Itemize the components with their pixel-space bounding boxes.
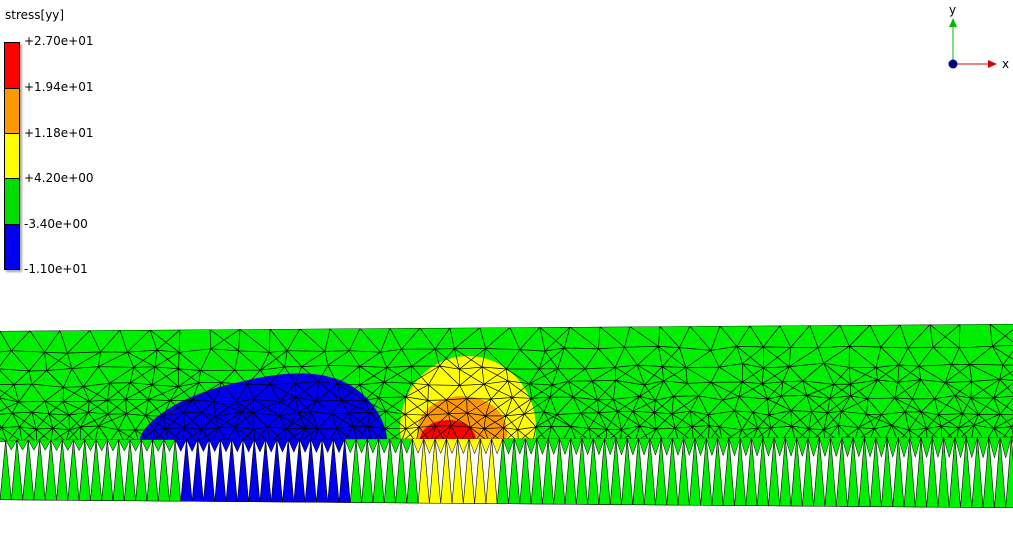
- strip-tooth-upper: [208, 439, 221, 453]
- strip-tooth-upper: [513, 438, 526, 455]
- strip-tooth-upper: [717, 437, 730, 457]
- strip-tooth-upper: [988, 437, 1001, 459]
- legend-title: stress[yy]: [5, 8, 65, 22]
- legend-label-4: +4.20e+00: [24, 171, 94, 185]
- legend-label-6: -1.10e+01: [24, 262, 88, 276]
- legend-swatch-yellow: [5, 134, 19, 179]
- strip-tooth-upper: [626, 437, 639, 456]
- strip-tooth-upper: [39, 439, 52, 451]
- strip-tooth-upper: [592, 437, 605, 456]
- strip-tooth-upper: [931, 437, 944, 459]
- legend-swatch-red: [5, 43, 19, 89]
- strip-tooth-upper: [660, 437, 673, 457]
- y-axis-arrow: [949, 18, 957, 27]
- strip-tooth-upper: [423, 438, 436, 455]
- strip-tooth-upper: [152, 439, 165, 452]
- strip-tooth-upper: [977, 437, 990, 459]
- strip-tooth-upper: [73, 439, 86, 452]
- strip-tooth-upper: [16, 439, 29, 451]
- strip-tooth-upper: [547, 438, 560, 456]
- legend-swatch-orange: [5, 89, 19, 134]
- strip-tooth-upper: [943, 437, 956, 459]
- strip-tooth-upper: [118, 439, 131, 452]
- strip-tooth-upper: [502, 438, 515, 455]
- strip-tooth-upper: [672, 437, 684, 457]
- strip-tooth-upper: [852, 437, 865, 458]
- strip-tooth-upper: [785, 437, 797, 458]
- strip-tooth-upper: [818, 437, 831, 458]
- strip-tooth-upper: [287, 438, 300, 453]
- strip-tooth-upper: [468, 438, 481, 455]
- strip-tooth-upper: [864, 437, 877, 458]
- strip-tooth-upper: [796, 437, 809, 458]
- strip-tooth-upper: [389, 438, 402, 454]
- legend-label-2: +1.94e+01: [24, 80, 94, 94]
- strip-tooth-upper: [163, 439, 176, 452]
- legend-label-1: +2.70e+01: [24, 34, 94, 48]
- strip-tooth-upper: [581, 437, 594, 456]
- strip-tooth-upper: [231, 439, 244, 453]
- legend-label-3: +1.18e+01: [24, 126, 94, 140]
- strip-tooth-upper: [355, 438, 368, 454]
- strip-tooth-upper: [84, 439, 97, 452]
- y-axis-label: y: [949, 3, 956, 17]
- color-legend-bar: [4, 42, 20, 270]
- strip-tooth-upper: [310, 438, 323, 454]
- x-axis-label: x: [1002, 57, 1009, 71]
- x-axis-arrow: [988, 60, 997, 68]
- legend-swatch-blue: [5, 225, 19, 269]
- strip-tooth-upper: [5, 439, 18, 451]
- strip-tooth-upper: [366, 438, 379, 454]
- strip-tooth-upper: [434, 438, 447, 455]
- strip-tooth-upper: [242, 438, 255, 453]
- strip-tooth-upper: [739, 437, 752, 457]
- legend-swatch-green: [5, 179, 19, 225]
- strip-tooth-upper: [705, 437, 718, 457]
- strip-tooth-upper: [898, 437, 910, 459]
- strip-tooth-upper: [445, 438, 459, 455]
- strip-tooth-upper: [197, 439, 210, 453]
- legend-label-5: -3.40e+00: [24, 217, 88, 231]
- strip-tooth-upper: [276, 438, 289, 453]
- axis-origin-icon: [948, 59, 958, 69]
- mesh-lines: [0, 324, 1013, 442]
- strip-tooth-upper: [638, 437, 651, 456]
